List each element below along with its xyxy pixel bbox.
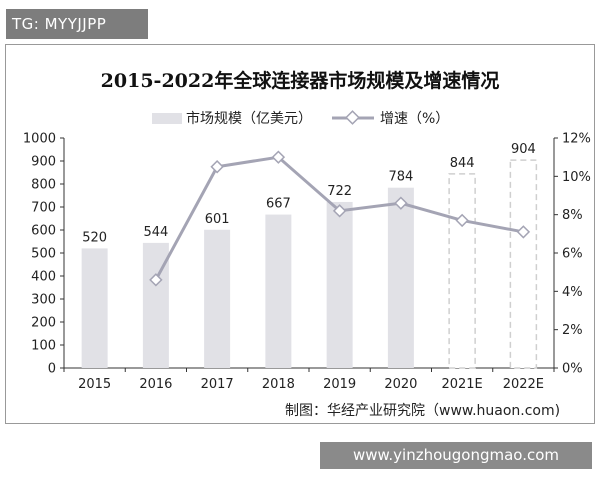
bar-value-label: 544	[143, 225, 168, 240]
bar-value-label: 904	[511, 142, 536, 157]
x-tick-label: 2019	[323, 377, 356, 392]
chart-legend: 市场规模（亿美元） 增速（%）	[0, 108, 600, 128]
watermark: www.yinzhougongmao.com	[320, 442, 592, 469]
y-right-tick-label: 4%	[562, 285, 583, 300]
bar-value-label: 784	[388, 170, 413, 185]
bar-value-label: 520	[82, 230, 107, 245]
bar-value-label: 722	[327, 184, 352, 199]
x-tick-label: 2020	[384, 377, 417, 392]
chart-title: 2015-2022年全球连接器市场规模及增速情况	[100, 70, 500, 92]
bar	[326, 201, 353, 368]
legend-line-swatch	[332, 110, 374, 125]
y-left-tick-label: 300	[31, 293, 56, 308]
y-right-tick-label: 12%	[562, 132, 591, 147]
bar-estimated	[448, 173, 476, 369]
growth-marker	[271, 150, 286, 164]
bar	[81, 248, 108, 368]
y-left-tick-label: 200	[31, 316, 56, 331]
y-left-tick-label: 500	[31, 247, 56, 262]
bar	[204, 229, 231, 368]
growth-marker	[455, 213, 469, 228]
y-left-tick-label: 0	[48, 362, 56, 377]
bar	[265, 214, 292, 368]
header-tag: TG: MYYJJPP	[6, 9, 148, 39]
growth-marker	[516, 225, 531, 239]
y-left-tick-label: 800	[31, 178, 56, 193]
x-tick-label: 2022E	[503, 377, 544, 392]
y-right-tick-label: 0%	[562, 362, 583, 377]
y-left-tick-label: 900	[31, 155, 56, 170]
y-right-tick-label: 2%	[562, 323, 583, 338]
bar-value-label: 667	[266, 197, 291, 212]
growth-marker	[149, 273, 163, 287]
growth-marker	[210, 160, 224, 174]
x-tick-label: 2021E	[441, 377, 482, 392]
y-left-tick-label: 400	[31, 270, 56, 285]
y-left-tick-label: 1000	[23, 132, 56, 147]
bar-estimated	[509, 159, 538, 369]
legend-bar-label: 市场规模（亿美元）	[186, 111, 312, 127]
growth-marker	[394, 196, 408, 210]
y-right-tick-label: 10%	[562, 170, 591, 185]
x-tick-label: 2015	[78, 377, 111, 392]
x-tick-label: 2016	[139, 377, 172, 392]
x-tick-label: 2018	[262, 377, 295, 392]
y-right-tick-label: 8%	[562, 208, 583, 223]
bar-value-label: 844	[450, 156, 475, 171]
y-left-tick-label: 100	[31, 339, 56, 354]
bar-value-label: 601	[205, 212, 230, 227]
legend-bar-swatch	[152, 113, 182, 124]
y-left-tick-label: 600	[31, 224, 56, 239]
bar	[387, 187, 414, 368]
source-note: 制图：华经产业研究院（www.huaon.com)	[285, 403, 561, 419]
growth-marker	[332, 204, 347, 218]
y-left-tick-label: 700	[31, 201, 56, 216]
x-tick-label: 2017	[201, 377, 234, 392]
y-right-tick-label: 6%	[562, 247, 583, 262]
legend-line-label: 增速（%）	[380, 111, 450, 127]
